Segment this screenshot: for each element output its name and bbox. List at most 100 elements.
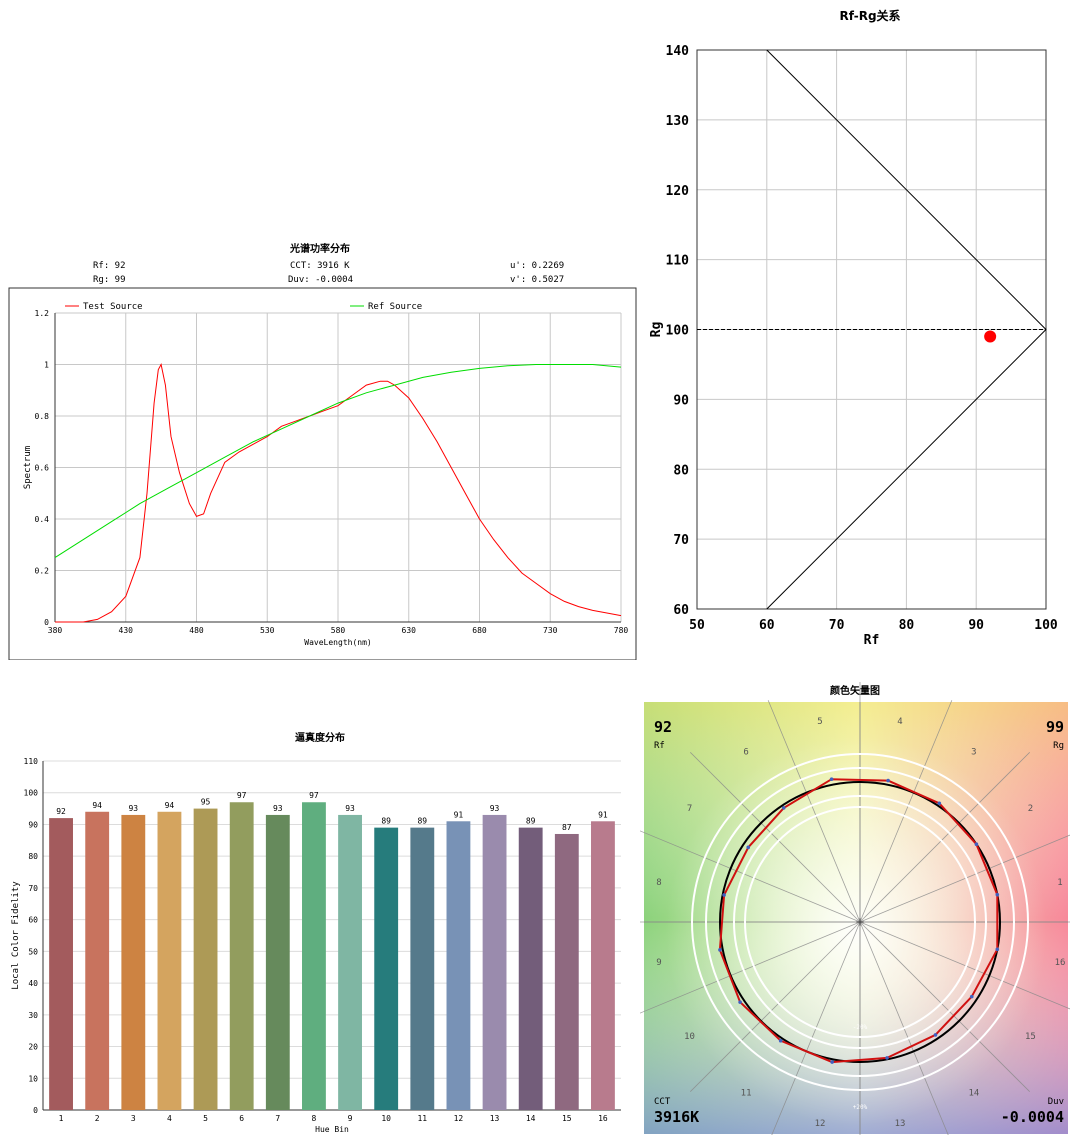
vector-arrow-head (974, 842, 979, 847)
spectrum-y-tick-label: 1 (44, 361, 49, 370)
vector-arrow-head (778, 1038, 783, 1043)
vector-rf-label: Rf (654, 741, 665, 751)
hue-bin-label: 8 (656, 878, 661, 888)
spectrum-v-label: v': 0.5027 (510, 275, 564, 285)
spectrum-duv-label: Duv: -0.0004 (288, 275, 353, 285)
fidelity-x-tick-label: 12 (454, 1114, 464, 1123)
rf-rg-y-tick-label: 100 (666, 324, 690, 339)
fidelity-x-tick-label: 15 (562, 1114, 572, 1123)
hue-bin-divider (690, 752, 861, 923)
fidelity-bar (85, 811, 110, 1110)
fidelity-data-label: 97 (237, 791, 247, 800)
hue-bin-divider (859, 921, 1030, 1092)
hue-bin-divider (859, 921, 1070, 1010)
fidelity-bar (591, 821, 615, 1110)
fidelity-data-label: 97 (309, 791, 319, 800)
fidelity-title: 逼真度分布 (295, 731, 345, 744)
rf-rg-x-axis-label: Rf (864, 633, 880, 648)
fidelity-x-tick-label: 11 (417, 1114, 427, 1123)
spectrum-y-tick-label: 0.2 (35, 567, 50, 576)
hue-bin-divider (859, 921, 951, 1139)
fidelity-bar (482, 814, 507, 1110)
spectrum-x-tick-label: 480 (189, 626, 204, 635)
fidelity-bar (374, 827, 399, 1110)
spectrum-x-tick-label: 630 (402, 626, 417, 635)
fidelity-data-label: 91 (598, 810, 608, 819)
fidelity-bar (410, 827, 435, 1110)
vector-rg-label: Rg (1053, 741, 1064, 751)
hue-bin-divider (859, 752, 1030, 923)
spectrum-chart: 光谱功率分布 Rf: 92 Rg: 99 CCT: 3916 K Duv: -0… (0, 240, 640, 661)
fidelity-bar (121, 814, 146, 1110)
fidelity-data-label: 92 (56, 807, 66, 816)
hue-bin-label: 16 (1055, 958, 1066, 968)
legend-label: Test Source (83, 302, 143, 312)
vector-arrow-head (718, 948, 722, 952)
spectrum-rf-label: Rf: 92 (93, 261, 126, 271)
vector-duv-label: Duv (1048, 1097, 1064, 1107)
spectrum-x-axis-label: WaveLength(nm) (304, 638, 371, 647)
fidelity-bar (265, 814, 290, 1110)
spectrum-y-tick-label: 0.8 (35, 412, 50, 421)
vector-arrow-head (738, 1000, 742, 1004)
fidelity-data-label: 94 (165, 801, 175, 810)
vector-arrow-head (937, 801, 942, 806)
vector-duv-value: -0.0004 (1001, 1108, 1064, 1126)
vector-arrow-head (722, 893, 726, 897)
vector-cct-value: 3916K (654, 1108, 699, 1126)
fidelity-data-label: 95 (201, 798, 211, 807)
hue-bin-divider (638, 921, 861, 1015)
fidelity-y-tick-label: 40 (28, 979, 38, 988)
fidelity-bar (446, 821, 471, 1110)
vector-cct-label: CCT (654, 1097, 671, 1107)
vector-arrow-head (781, 806, 786, 810)
spectrum-x-tick-label: 580 (331, 626, 346, 635)
fidelity-x-tick-label: 6 (239, 1114, 244, 1123)
spectrum-y-axis-label: Spectrum (23, 446, 33, 489)
spectrum-u-label: u': 0.2269 (510, 261, 564, 271)
fidelity-x-tick-label: 2 (95, 1114, 100, 1123)
vector-tolerance-ring (705, 767, 1015, 1077)
spectrum-y-tick-label: 0 (44, 618, 49, 627)
spectrum-x-tick-label: 730 (543, 626, 558, 635)
fidelity-x-tick-label: 14 (526, 1114, 536, 1123)
rf-rg-svg: Rf-Rg关系 50 60 70 80 90 1006070809010011012013… (649, 8, 1058, 648)
rf-rg-y-tick-label: 60 (673, 603, 689, 618)
vector-arrow-head (886, 778, 890, 783)
rf-rg-x-tick-label: 90 (968, 618, 984, 633)
rf-rg-y-tick-label: 70 (673, 533, 689, 548)
spectrum-rg-label: Rg: 99 (93, 275, 126, 285)
vector-tolerance-ring (733, 795, 987, 1049)
fidelity-bar (338, 814, 362, 1110)
fidelity-y-axis-label: Local Color Fidelity (11, 881, 21, 990)
fidelity-x-tick-label: 1 (59, 1114, 64, 1123)
fidelity-y-tick-label: 60 (28, 916, 38, 925)
spectrum-x-tick-label: 380 (48, 626, 63, 635)
fidelity-bar-chart: 逼真度分布 0 10 20 30 40 50 60 70 80 90 100 110 92 1 94 2 93 3… (0, 725, 640, 1135)
fidelity-bar (302, 802, 326, 1110)
fidelity-y-tick-label: 30 (28, 1011, 38, 1020)
fidelity-data-label: 89 (417, 817, 427, 826)
hue-bin-label: 13 (895, 1119, 906, 1129)
rf-rg-y-axis-label: Rg (649, 322, 664, 338)
vector-arrow-head (829, 777, 834, 781)
vector-ring-label: +20% (853, 1104, 868, 1111)
hue-bin-divider (638, 829, 861, 923)
color-vector-chart: 颜色矢量图 -20% +20% 1 2 3 4 5 6 7 8 9 10 11 12 13 14 15 16 92… (620, 680, 1070, 1139)
vector-rg-value: 99 (1046, 718, 1064, 736)
hue-bin-label: 11 (741, 1088, 752, 1098)
vector-arrow-head (746, 845, 751, 850)
vector-ring-label: -20% (853, 1024, 868, 1031)
fidelity-y-tick-label: 100 (24, 789, 39, 798)
fidelity-data-label: 89 (381, 817, 391, 826)
fidelity-svg: 逼真度分布 0102030405060708090100110921942933… (11, 731, 621, 1134)
spectrum-svg: 光谱功率分布 Rf: 92 Rg: 99 CCT: 3916 K Duv: -0… (8, 242, 637, 661)
vector-arrow-head (830, 1060, 834, 1064)
vector-arrow-head (995, 947, 1000, 952)
fidelity-data-label: 93 (490, 804, 500, 813)
vector-arrow-head (995, 892, 1000, 897)
rf-rg-chart: Rf-Rg关系 50 60 70 80 90 100 60 70 80 90 100 110 120 13… (640, 0, 1070, 660)
